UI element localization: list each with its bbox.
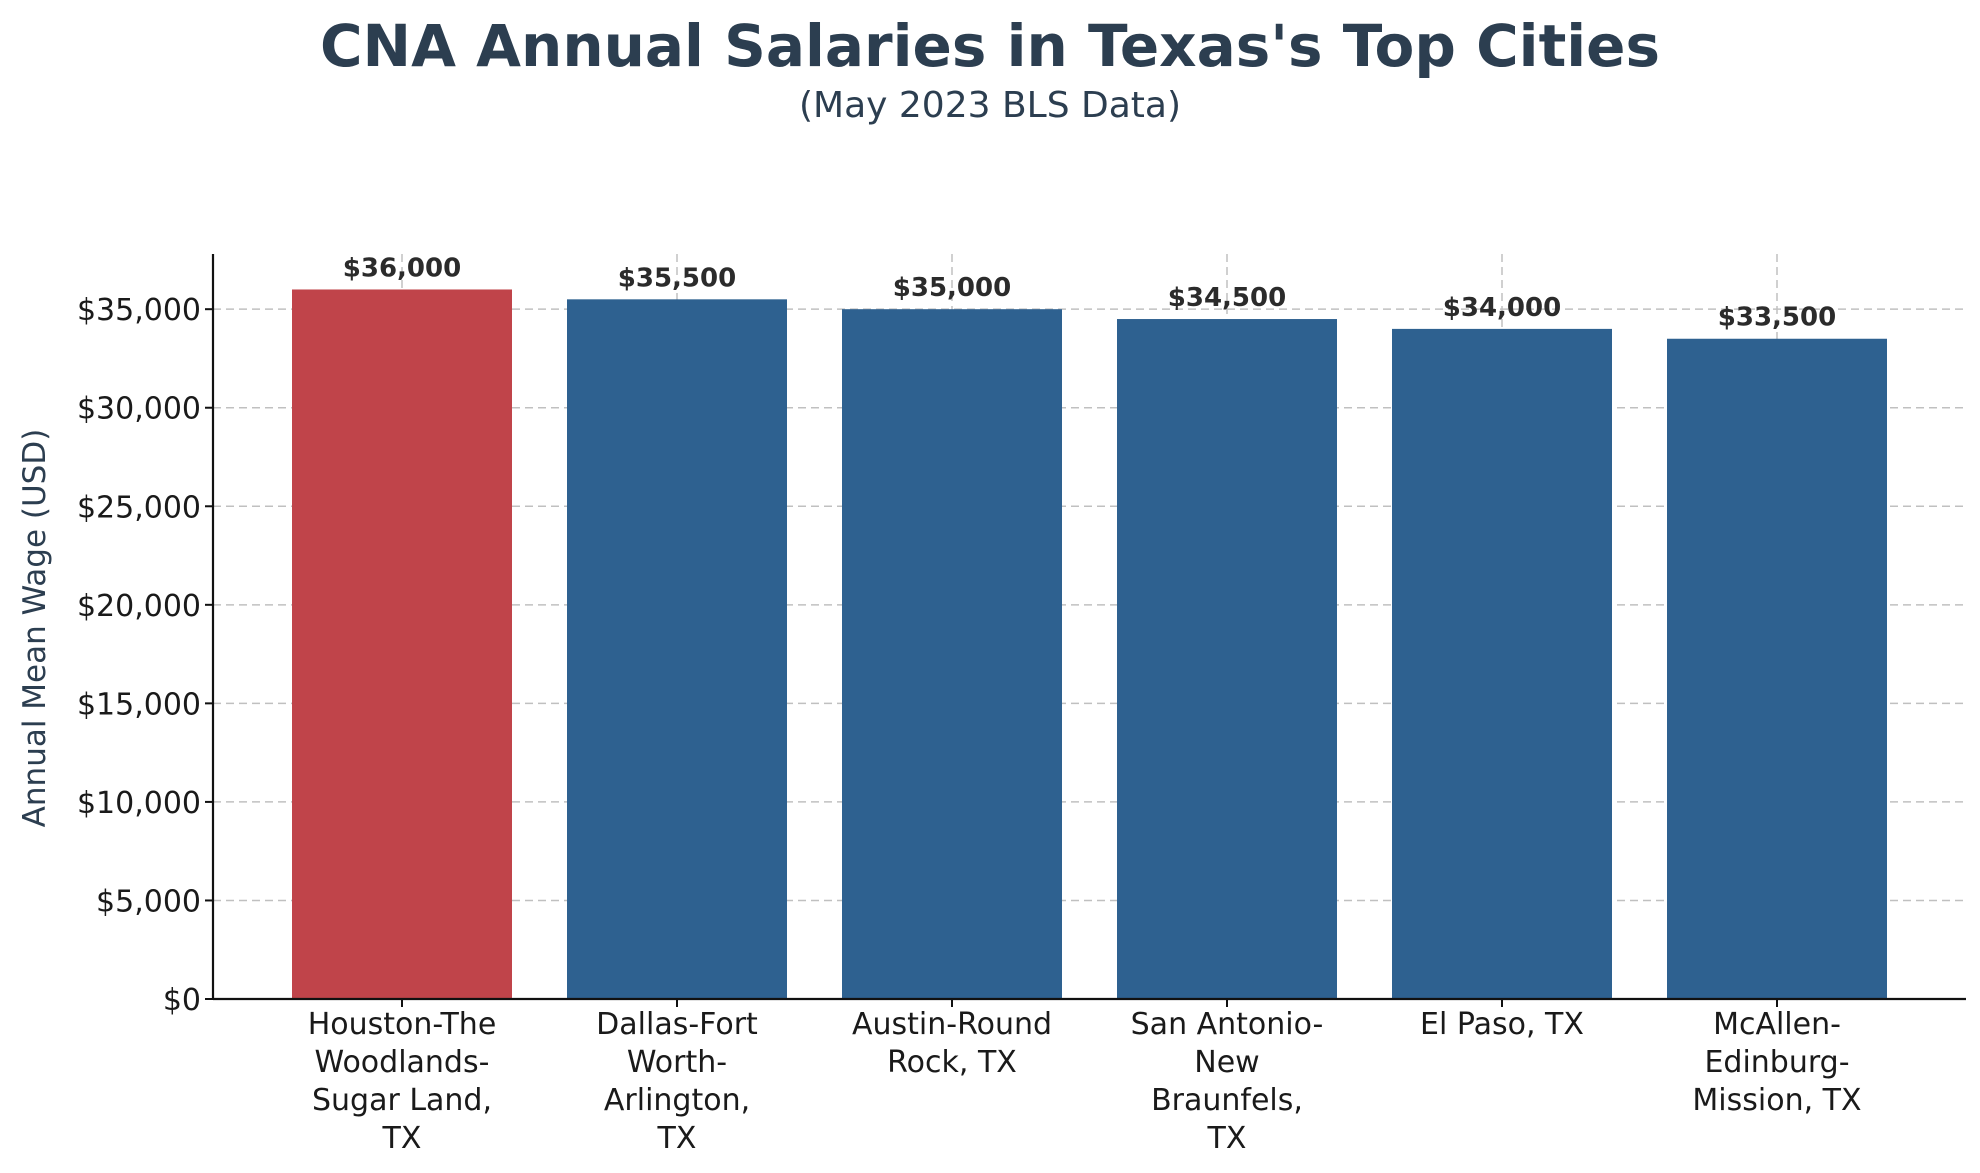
y-tick-label: $15,000 xyxy=(77,687,201,722)
x-tick-label-line: TX xyxy=(382,1121,422,1156)
x-tick-label-line: Mission, TX xyxy=(1692,1083,1861,1118)
bar-value-label: $33,500 xyxy=(1718,303,1836,333)
y-tick-label: $5,000 xyxy=(96,884,201,919)
x-tick-label-line: Dallas-Fort xyxy=(596,1007,758,1042)
x-tick-label: Dallas-Fort Worth-Arlington, TX xyxy=(596,1007,758,1156)
x-tick-label-line: Worth- xyxy=(627,1045,727,1080)
bar xyxy=(1392,328,1612,999)
x-tick-label-line: Edinburg- xyxy=(1704,1045,1849,1080)
x-tick-label-line: Braunfels, xyxy=(1151,1083,1303,1118)
bar xyxy=(842,309,1062,999)
bar-value-label: $34,000 xyxy=(1443,293,1561,323)
y-tick-label: $0 xyxy=(163,983,201,1018)
x-tick-label-line: TX xyxy=(657,1121,697,1156)
x-tick-label-line: New xyxy=(1194,1045,1259,1080)
bar-value-label: $35,000 xyxy=(893,273,1011,303)
x-tick-label: San Antonio-New Braunfels, TX xyxy=(1131,1007,1324,1156)
bar xyxy=(292,289,512,999)
bar xyxy=(1117,319,1337,999)
bar-value-label: $36,000 xyxy=(343,253,461,283)
x-tick-label-line: Houston-The xyxy=(308,1007,497,1042)
x-tick-label-line: Woodlands- xyxy=(315,1045,490,1080)
bar-value-label: $34,500 xyxy=(1168,283,1286,313)
x-axis-ticks: Houston-The Woodlands-Sugar Land, TXDallas… xyxy=(308,999,1862,1156)
x-tick-label: McAllen-Edinburg-Mission, TX xyxy=(1692,1007,1861,1118)
x-tick-label-line: El Paso, TX xyxy=(1420,1007,1584,1042)
x-tick-label-line: McAllen- xyxy=(1713,1007,1841,1042)
x-tick-label-line: Sugar Land, xyxy=(312,1083,492,1118)
y-tick-label: $35,000 xyxy=(77,293,201,328)
x-tick-label-line: Austin-Round xyxy=(852,1007,1052,1042)
x-tick-label: Austin-Round Rock, TX xyxy=(852,1007,1052,1080)
y-tick-label: $30,000 xyxy=(77,392,201,427)
x-tick-label: El Paso, TX xyxy=(1420,1007,1584,1042)
data-labels: $36,000 $35,500 $35,000 $34,500 $34,000 $33,5… xyxy=(343,253,1836,332)
y-axis-label: Annual Mean Wage (USD) xyxy=(17,429,53,828)
x-tick-label-line: Rock, TX xyxy=(887,1045,1017,1080)
y-tick-label: $20,000 xyxy=(77,589,201,624)
y-tick-label: $10,000 xyxy=(77,786,201,821)
x-tick-label-line: San Antonio- xyxy=(1131,1007,1324,1042)
x-tick-label-line: Arlington, xyxy=(604,1083,750,1118)
chart-subtitle: (May 2023 BLS Data) xyxy=(799,85,1181,126)
y-axis-ticks: $0 $5,000 $10,000 $15,000 $20,000 $25,000 $30,… xyxy=(77,293,213,1018)
x-tick-label: Houston-The Woodlands-Sugar Land, TX xyxy=(308,1007,497,1156)
x-tick-label-line: TX xyxy=(1207,1121,1247,1156)
y-tick-label: $25,000 xyxy=(77,490,201,525)
bar xyxy=(567,299,787,999)
chart-title: CNA Annual Salaries in Texas's Top Citie… xyxy=(320,12,1660,80)
bar xyxy=(1667,338,1887,1000)
bars xyxy=(292,289,1887,1000)
bar-value-label: $35,500 xyxy=(618,263,736,293)
